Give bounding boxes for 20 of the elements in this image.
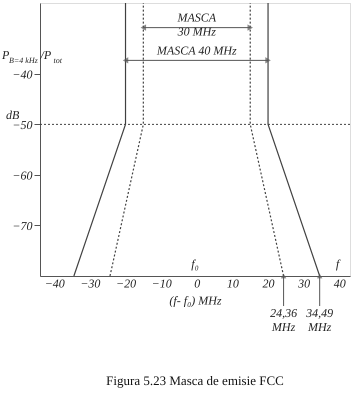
x-tick-label: 10: [226, 276, 239, 290]
x-tick-label: 40: [334, 276, 346, 290]
x-tick-label: −20: [116, 276, 136, 290]
text: Figura 5.23 Masca de emisie FCC: [106, 373, 284, 388]
x-tick-label: −10: [152, 276, 172, 290]
annotation: f₀: [191, 257, 199, 271]
x-tick-label: −40: [44, 276, 65, 290]
x-tick-label: −30: [80, 276, 100, 290]
x-tick-label: 0: [194, 276, 200, 290]
x-tick-label: 20: [262, 276, 275, 290]
x-axis-title: (f- f₀) MHz: [169, 294, 222, 308]
annotation: 34,49 MHz: [305, 306, 334, 334]
x-tick-label: 30: [297, 276, 310, 290]
y-tick-label: −70: [12, 218, 32, 233]
y-tick-label: −60: [12, 168, 32, 182]
y-tick-label: −40: [12, 67, 32, 82]
annotation: MASCA 30 MHz: [176, 10, 217, 39]
annotation: 24,36 MHz: [270, 306, 298, 334]
annotation: MASCA 40 MHz: [156, 43, 237, 58]
annotation: f: [336, 257, 341, 271]
